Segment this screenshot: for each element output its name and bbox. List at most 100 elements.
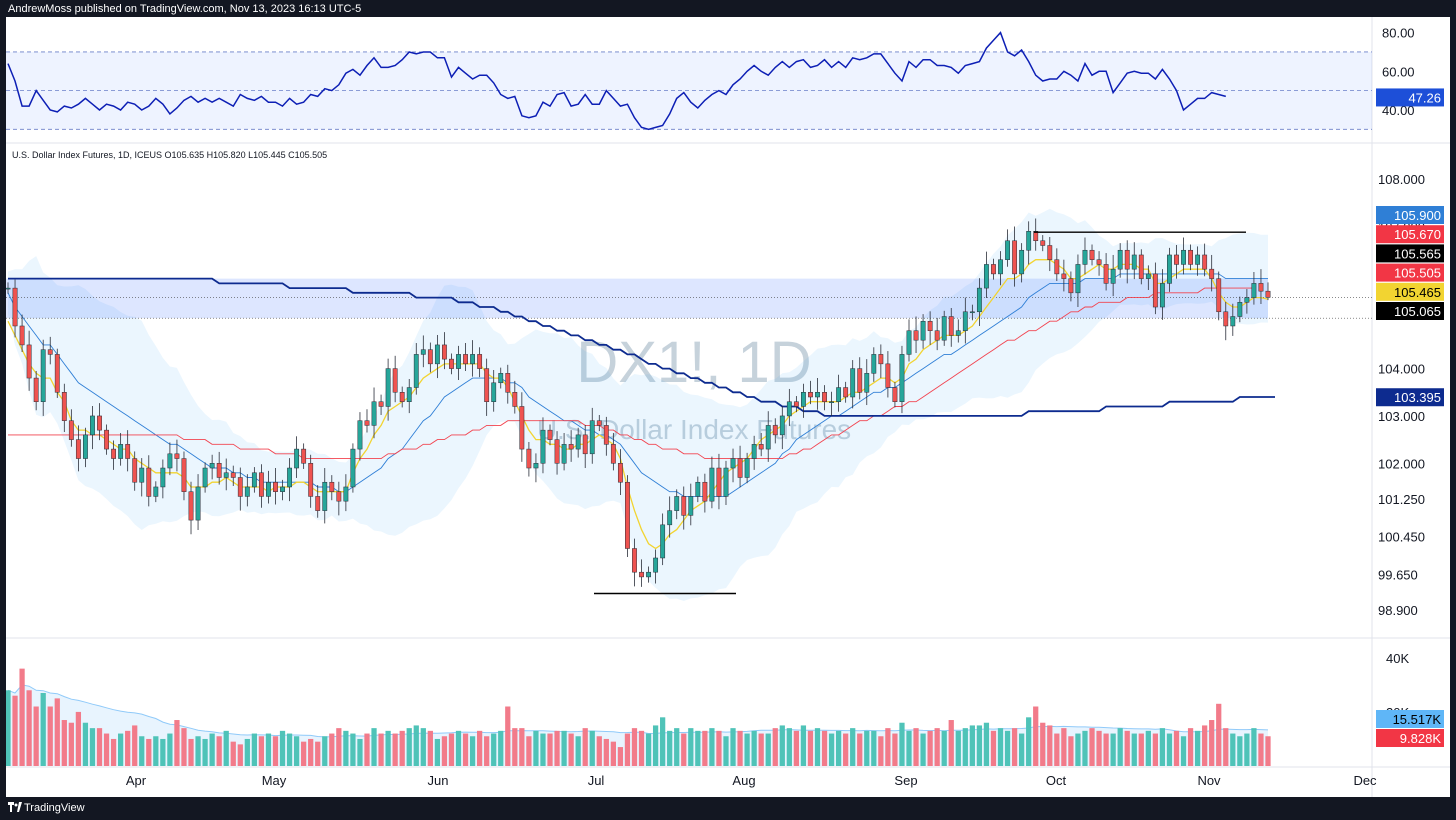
candle-body: [976, 287, 982, 313]
candle-body: [258, 472, 264, 497]
volume-bar: [1082, 730, 1088, 766]
candle-body: [47, 349, 53, 355]
candle-body: [758, 444, 764, 450]
candle-body: [815, 392, 820, 398]
volume-bar: [181, 728, 187, 766]
candle-body: [61, 392, 67, 421]
rsi-last-label-text: 47.26: [1408, 90, 1441, 105]
volume-bar: [688, 728, 694, 766]
price-axis-tag-bg: [1376, 244, 1444, 263]
volume-bar: [1244, 733, 1250, 766]
candle-body: [202, 467, 208, 488]
candle-body: [54, 354, 60, 393]
candle-body: [294, 448, 300, 469]
volume-bar: [1096, 730, 1102, 766]
publish-text: AndrewMoss published on TradingView.com,…: [8, 3, 362, 15]
candle-body: [913, 330, 919, 341]
volume-bar: [308, 738, 314, 766]
tradingview-brand: TradingView: [24, 802, 85, 814]
candle-body: [1195, 254, 1201, 265]
volume-bar: [364, 733, 370, 766]
volume-bar: [1216, 703, 1222, 766]
volume-bar: [920, 733, 926, 766]
candle-body: [1089, 249, 1095, 260]
volume-bar: [322, 736, 328, 766]
volume-bar: [793, 730, 800, 766]
volume-bar: [674, 728, 680, 766]
candle-body: [1061, 273, 1067, 279]
candle-body: [336, 491, 342, 502]
volume-bar: [110, 738, 117, 766]
volume-bar: [589, 730, 595, 766]
candle-body: [737, 458, 743, 478]
volume-bar: [1033, 706, 1039, 766]
candle-body: [111, 448, 117, 459]
price-axis-tag-text: 105.565: [1394, 246, 1441, 261]
candle-body: [413, 354, 419, 388]
candle-body: [357, 420, 363, 450]
candle-body: [1223, 311, 1229, 327]
volume-bar: [871, 730, 877, 766]
volume-bar: [420, 728, 426, 766]
candle-body: [125, 444, 131, 459]
axes: 80.0060.0040.0047.26108.000107.000104.00…: [126, 26, 1444, 788]
candle-body: [836, 387, 842, 402]
volume-last-label-bg: [1376, 729, 1444, 747]
volume-bar: [505, 706, 511, 766]
candle-body: [1230, 316, 1236, 327]
chart-canvas[interactable]: DX1!, 1D U.S. Dollar Index Futures U.S. …: [5, 17, 1450, 797]
candle-body: [948, 316, 954, 336]
price-axis-tag: 105.565: [1376, 244, 1444, 263]
volume-bar: [962, 728, 968, 766]
volume-bar: [448, 733, 455, 766]
price-tick-label: 101.250: [1378, 492, 1425, 507]
volume-bar: [899, 722, 905, 766]
candle-body: [892, 387, 898, 402]
candle-body: [589, 420, 595, 455]
volume-bar: [47, 706, 53, 766]
candle-body: [308, 463, 314, 497]
candle-body: [646, 571, 651, 578]
volume-bar: [40, 692, 46, 766]
candle-body: [793, 401, 799, 407]
volume-bar: [61, 720, 67, 766]
volume-bar: [96, 728, 103, 766]
volume-last-label-text: 9.828K: [1400, 731, 1442, 746]
rsi-tick-label: 60.00: [1382, 64, 1415, 79]
price-axis-tag-bg: [1376, 302, 1444, 320]
candle-body: [181, 458, 187, 492]
time-tick-label: Jul: [588, 773, 605, 788]
volume-bar: [26, 690, 32, 766]
time-tick-label: Apr: [126, 773, 147, 788]
volume-bar: [462, 733, 469, 766]
candle-body: [449, 358, 454, 369]
ma-line: [8, 287, 1254, 460]
candle-body: [639, 571, 644, 578]
volume-bar: [976, 725, 983, 766]
volume-bar: [800, 725, 807, 766]
time-tick-label: Aug: [732, 773, 755, 788]
volume-bar: [476, 730, 483, 766]
volume-bar: [512, 728, 518, 766]
volume-bar: [892, 733, 898, 766]
volume-bar: [153, 736, 159, 766]
candle-body: [934, 330, 940, 341]
volume-bar: [427, 730, 433, 766]
candle-body: [674, 496, 680, 511]
volume-bar: [751, 730, 757, 766]
candle-body: [1138, 254, 1144, 279]
candle-body: [1103, 264, 1109, 284]
candle-body: [174, 453, 180, 459]
candle-body: [470, 354, 476, 365]
candle-body: [1209, 268, 1215, 279]
price-axis-tag: 105.670: [1376, 225, 1444, 244]
volume-bar: [343, 730, 349, 766]
rsi-last-label-bg: [1376, 88, 1444, 107]
volume-bar: [850, 728, 856, 766]
volume-bar: [1047, 725, 1053, 766]
candle-body: [751, 444, 757, 459]
candle-body: [167, 453, 173, 469]
candle-body: [322, 481, 328, 511]
volume-bar: [265, 733, 272, 766]
candle-body: [434, 344, 440, 365]
